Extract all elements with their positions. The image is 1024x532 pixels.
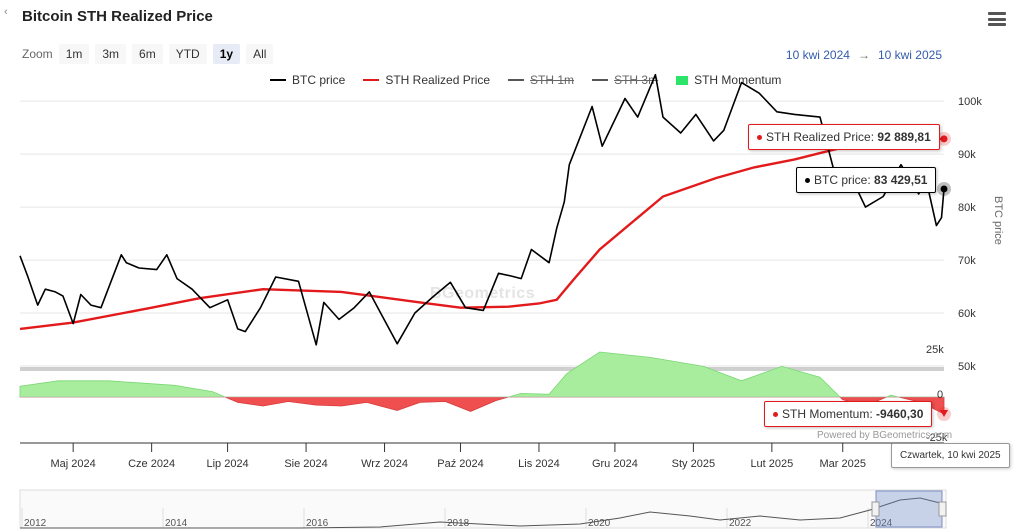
navigator-frame[interactable] <box>19 489 947 529</box>
legend-swatch <box>363 79 380 81</box>
navigator[interactable]: 2012 2014 2016 2018 2020 2022 2024 <box>19 489 947 529</box>
sth-marker <box>940 135 948 143</box>
legend-swatch <box>508 79 525 81</box>
axes: 50k 60k 70k 80k 90k 100k BTC price 25k 0 -25k Maj … <box>20 96 1004 470</box>
legend: BTC price STH Realized Price STH 1m STH … <box>270 73 781 87</box>
zoom-bar: Zoom 1m 3m 6m YTD 1y All <box>22 44 274 64</box>
x-tick-label: Mar 2025 <box>819 458 865 470</box>
navigator-year-label: 2024 <box>870 518 893 529</box>
legend-label: STH 3m <box>614 73 659 87</box>
zoom-button-1m[interactable]: 1m <box>58 44 90 64</box>
x-tick-label: Lip 2024 <box>206 458 248 470</box>
tooltip-value: 83 429,51 <box>874 173 928 187</box>
y-tick-label: 90k <box>958 149 976 161</box>
legend-label: STH Realized Price <box>385 73 491 87</box>
watermark: BGeometrics <box>430 285 536 302</box>
y-axis-title: BTC price <box>992 196 1004 245</box>
navigator-handle-left[interactable] <box>871 501 880 517</box>
y-tick-label: 80k <box>958 202 976 214</box>
x-tick-label: Lis 2024 <box>518 458 560 470</box>
date-range: 10 kwi 2024 → 10 kwi 2025 <box>786 48 942 62</box>
navigator-year-label: 2018 <box>447 518 470 529</box>
tooltip-value: 92 889,81 <box>877 130 931 144</box>
y-tick-label: 50k <box>958 361 976 373</box>
legend-item-sth-momentum[interactable]: STH Momentum <box>676 73 781 87</box>
legend-item-sth-realized[interactable]: STH Realized Price <box>363 73 490 87</box>
tooltip-dot <box>773 412 778 418</box>
legend-item-btc-price[interactable]: BTC price <box>270 73 345 87</box>
legend-item-sth-1m[interactable]: STH 1m <box>508 73 574 87</box>
tooltip-btc-price: BTC price: 83 429,51 <box>796 167 937 193</box>
zoom-button-1y[interactable]: 1y <box>212 44 241 64</box>
x-tick-label: Cze 2024 <box>128 458 175 470</box>
x-tick-label: Wrz 2024 <box>361 458 408 470</box>
y-tick-label: 70k <box>958 255 976 267</box>
tooltip-sth-momentum: STH Momentum: -9460,30 <box>764 401 933 427</box>
tooltip-sth-realized: STH Realized Price: 92 889,81 <box>748 124 940 150</box>
navigator-handle-right[interactable] <box>938 501 947 517</box>
range-to[interactable]: 10 kwi 2025 <box>877 48 942 62</box>
range-from[interactable]: 10 kwi 2024 <box>785 48 850 62</box>
legend-swatch <box>592 79 609 81</box>
tooltip-label: STH Momentum: <box>782 407 873 421</box>
legend-swatch <box>270 79 286 81</box>
navigator-line <box>20 497 945 529</box>
back-icon[interactable]: ‹ <box>4 6 8 18</box>
sth-realized-line <box>19 137 945 331</box>
powered-by-credit[interactable]: Powered by BGeometrics.com <box>817 430 953 441</box>
zoom-label: Zoom <box>22 47 53 61</box>
tooltip-label: STH Realized Price: <box>766 130 875 144</box>
hamburger-icon[interactable] <box>988 12 1006 26</box>
btc-price-line <box>19 73 945 346</box>
grid <box>20 100 944 371</box>
range-arrow: → <box>857 48 870 62</box>
zoom-button-ytd[interactable]: YTD <box>168 44 207 64</box>
x-tick-label: Sty 2025 <box>672 458 715 470</box>
tooltip-dot <box>757 135 762 141</box>
legend-label: BTC price <box>292 73 346 87</box>
momentum-tick-label: 0 <box>937 389 943 401</box>
tooltip-value: -9460,30 <box>876 407 924 421</box>
tooltip-date: Czwartek, 10 kwi 2025 <box>891 443 1010 468</box>
momentum-tick-label: -25k <box>926 432 948 444</box>
tooltip-dot <box>805 178 810 184</box>
pane-separator <box>20 367 944 371</box>
y-tick-label: 100k <box>958 96 982 108</box>
zoom-button-all[interactable]: All <box>246 44 274 64</box>
legend-label: STH Momentum <box>694 73 782 87</box>
x-tick-label: Sie 2024 <box>284 458 327 470</box>
legend-item-sth-3m[interactable]: STH 3m <box>592 73 658 87</box>
markers <box>937 131 951 421</box>
navigator-year-label: 2016 <box>306 518 329 529</box>
x-tick-label: Maj 2024 <box>51 458 96 470</box>
tooltip-label: BTC price: <box>814 173 871 187</box>
momentum-area-positive <box>19 351 945 397</box>
y-tick-label: 60k <box>958 308 976 320</box>
x-tick-label: Gru 2024 <box>592 458 638 470</box>
navigator-selection[interactable] <box>875 490 943 528</box>
zoom-button-3m[interactable]: 3m <box>95 44 127 64</box>
legend-swatch <box>676 75 689 85</box>
line-series <box>19 73 945 346</box>
navigator-year-label: 2014 <box>165 518 188 529</box>
navigator-year-label: 2012 <box>24 518 47 529</box>
navigator-year-label: 2022 <box>729 518 752 529</box>
chart-title: Bitcoin STH Realized Price <box>22 8 213 25</box>
legend-label: STH 1m <box>530 73 575 87</box>
momentum-marker <box>940 410 948 417</box>
x-tick-label: Lut 2025 <box>750 458 793 470</box>
btc-marker <box>940 185 948 193</box>
momentum-tick-label: 25k <box>926 344 944 356</box>
navigator-year-label: 2020 <box>588 518 611 529</box>
zoom-button-6m[interactable]: 6m <box>132 44 163 64</box>
x-tick-label: Paź 2024 <box>437 458 483 470</box>
